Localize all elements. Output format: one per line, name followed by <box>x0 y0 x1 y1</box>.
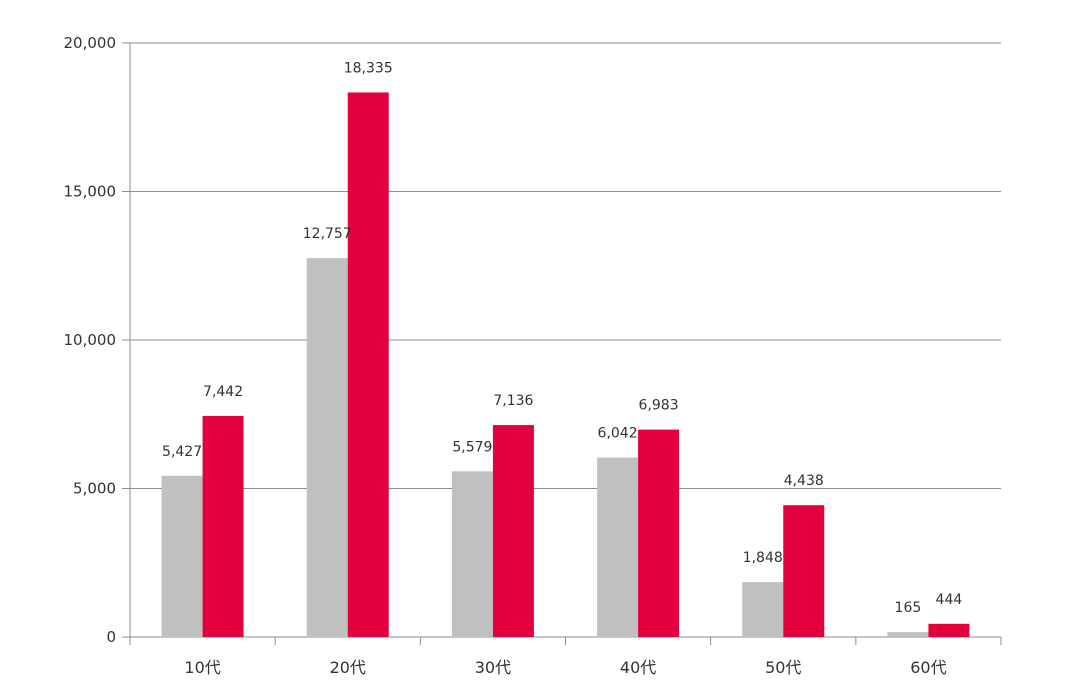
data-label: 5,579 <box>452 439 492 455</box>
data-label: 4,438 <box>784 473 824 489</box>
data-labels: 5,427 7,442 12,757 18,335 5,579 7,136 6,0426,9… <box>162 60 962 616</box>
bar <box>306 258 348 637</box>
data-label: 6,983 <box>639 398 679 414</box>
data-label: 7,442 <box>203 384 243 400</box>
x-tick-label: 20代 <box>330 658 366 677</box>
data-label: 165 <box>895 600 922 616</box>
y-tick-label: 10,000 <box>64 331 117 349</box>
x-tick-label: 60代 <box>910 658 946 677</box>
bar <box>928 623 970 637</box>
bar <box>161 475 203 637</box>
x-tick-label: 30代 <box>475 658 511 677</box>
axes: 0 5,000 10,000 15,000 20,000 10代 20代 30代 40代 50代 6… <box>64 34 1002 677</box>
bar <box>347 92 389 637</box>
bar <box>742 582 784 637</box>
bar <box>451 471 493 637</box>
x-tick-label: 10代 <box>184 658 220 677</box>
y-tick-label: 20,000 <box>64 34 117 52</box>
bar <box>783 505 825 637</box>
x-tick-label: 40代 <box>620 658 656 677</box>
y-tick-label: 5,000 <box>73 480 116 498</box>
bar <box>202 415 244 637</box>
gridlines <box>130 42 1001 489</box>
data-label: 6,042 <box>598 426 638 442</box>
data-label: 7,136 <box>493 393 533 409</box>
data-label: 18,335 <box>344 60 393 76</box>
data-label: 444 <box>936 592 963 608</box>
bar <box>638 429 680 637</box>
bar <box>492 425 534 637</box>
data-label: 1,848 <box>743 550 783 566</box>
bar <box>887 632 929 637</box>
data-label: 5,427 <box>162 444 202 460</box>
bar <box>597 457 639 637</box>
y-tick-label: 15,000 <box>64 183 117 201</box>
bars <box>161 92 970 637</box>
y-tick-label: 0 <box>106 628 116 646</box>
data-label: 12,757 <box>303 226 352 242</box>
x-tick-label: 50代 <box>765 658 801 677</box>
